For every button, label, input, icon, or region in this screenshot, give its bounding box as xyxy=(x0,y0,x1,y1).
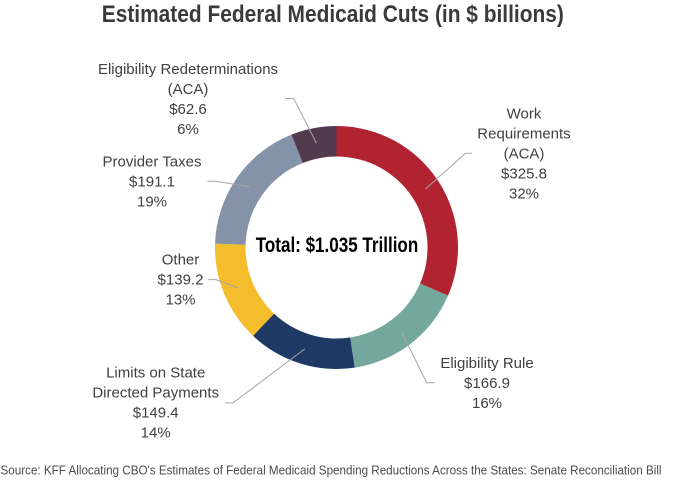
svg-text:19%: 19% xyxy=(137,193,167,210)
svg-text:Total: $1.035 Trillion: Total: $1.035 Trillion xyxy=(256,234,419,257)
svg-text:$149.4: $149.4 xyxy=(133,405,179,422)
svg-text:Eligibility Redeterminations: Eligibility Redeterminations xyxy=(98,61,278,78)
svg-text:Directed Payments: Directed Payments xyxy=(92,385,219,402)
svg-text:13%: 13% xyxy=(165,292,195,309)
svg-text:$166.9: $166.9 xyxy=(464,375,510,392)
svg-text:Provider Taxes: Provider Taxes xyxy=(103,153,202,170)
svg-text:(ACA): (ACA) xyxy=(168,81,209,98)
svg-text:Requirements: Requirements xyxy=(477,126,570,143)
svg-text:Work: Work xyxy=(507,106,542,123)
svg-text:$139.2: $139.2 xyxy=(158,272,204,289)
svg-text:$191.1: $191.1 xyxy=(129,173,175,190)
svg-text:16%: 16% xyxy=(472,395,502,412)
svg-text:6%: 6% xyxy=(177,121,199,138)
svg-text:14%: 14% xyxy=(141,425,171,442)
svg-text:$325.8: $325.8 xyxy=(501,166,547,183)
svg-text:Other: Other xyxy=(162,252,200,269)
svg-text:(ACA): (ACA) xyxy=(504,146,545,163)
svg-text:Eligibility Rule: Eligibility Rule xyxy=(440,355,533,372)
svg-text:32%: 32% xyxy=(509,186,539,203)
svg-text:$62.6: $62.6 xyxy=(169,101,207,118)
svg-text:Source: KFF Allocating CBO's E: Source: KFF Allocating CBO's Estimates o… xyxy=(1,464,662,478)
svg-text:Limits on State: Limits on State xyxy=(106,365,205,382)
svg-text:Estimated Federal Medicaid Cut: Estimated Federal Medicaid Cuts (in $ bi… xyxy=(102,1,564,28)
